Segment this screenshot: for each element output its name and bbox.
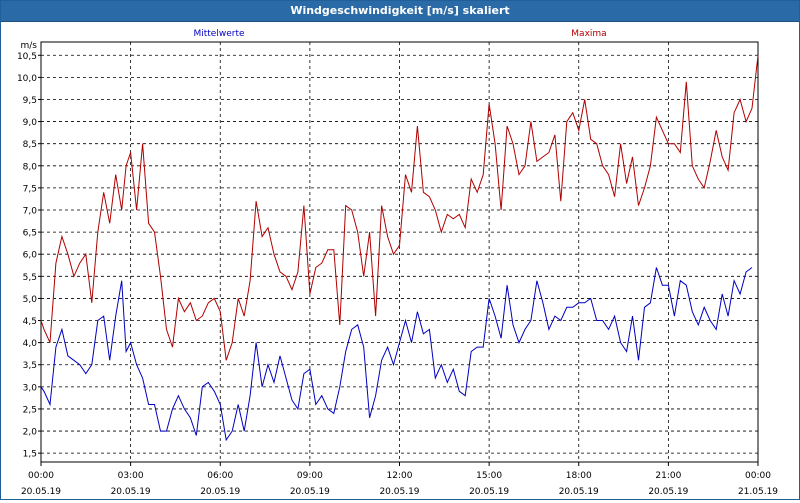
y-tick-label: 7,0 [23,207,38,217]
y-tick-label: 2,5 [23,405,37,415]
x-tick-date-label: 20.05.19 [200,487,240,497]
y-tick-label: 8,5 [23,140,37,150]
y-tick-label: 6,0 [23,251,38,261]
x-tick-time-label: 09:00 [297,471,323,481]
x-tick-date-label: 20.05.19 [290,487,330,497]
y-tick-label: 7,5 [23,184,37,194]
series-line-mittelwerte [40,267,753,442]
y-tick-label: 3,0 [23,383,38,393]
line-chart: 1,5 2,0 2,5 3,0 3,5 4,0 4,5 5,0 5,5 6,0 6,5 7,0 7,5 8… [17,29,778,497]
x-tick-time-label: 06:00 [207,471,233,481]
y-tick-label: 6,5 [23,229,37,239]
x-tick-date-label: 20.05.19 [379,487,419,497]
x-tick-date-label: 20.05.19 [648,487,688,497]
y-tick-label: 8,0 [23,162,38,172]
y-tick-label: 5,0 [23,295,38,305]
y-tick-label: 9,5 [23,96,37,106]
x-tick-date-label: 20.05.19 [559,487,599,497]
y-tick-label: 1,5 [23,450,37,460]
y-tick-label: 10,0 [17,74,37,84]
x-tick-time-label: 21:00 [655,471,681,481]
x-tick-time-label: 18:00 [566,471,592,481]
y-tick-label: 9,0 [23,118,38,128]
y-tick-label: 4,5 [23,317,37,327]
y-tick-label: 2,0 [23,428,38,438]
x-tick-time-label: 00:00 [28,471,54,481]
x-tick-date-label: 20.05.19 [469,487,509,497]
y-tick-label: 3,5 [23,361,37,371]
x-tick-time-label: 00:00 [745,471,771,481]
legend-mittelwerte: Mittelwerte [193,29,244,39]
x-tick-date-label: 21.05.19 [738,487,778,497]
legend-maxima: Maxima [571,29,606,39]
series-line-maxima [40,55,759,361]
x-tick-time-label: 03:00 [118,471,144,481]
window-title: Windgeschwindigkeit [m/s] skaliert [1,1,799,22]
y-axis-label: m/s [21,41,38,51]
x-tick-date-label: 20.05.19 [21,487,61,497]
x-tick-date-label: 20.05.19 [111,487,151,497]
y-tick-label: 10,5 [17,52,37,62]
x-tick-time-label: 15:00 [476,471,502,481]
y-tick-label: 4,0 [23,339,38,349]
y-tick-label: 5,5 [23,273,37,283]
x-tick-time-label: 12:00 [387,471,413,481]
